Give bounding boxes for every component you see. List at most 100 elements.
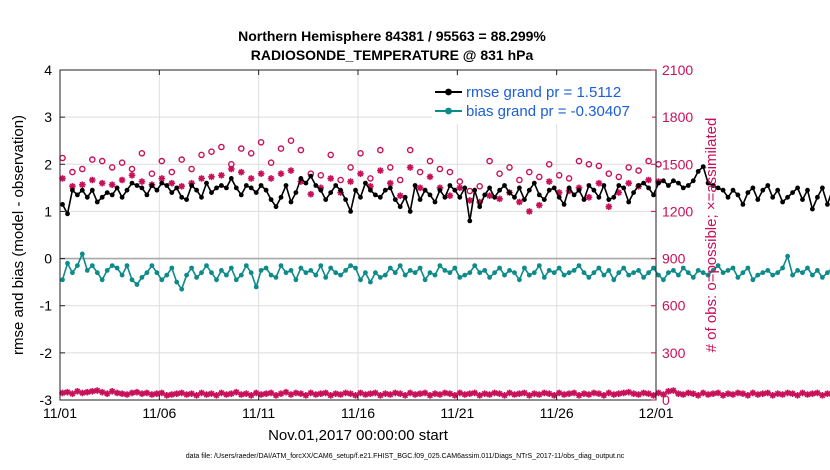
rmse-point [820, 185, 825, 191]
assimilated_low-point [252, 389, 260, 397]
bias-point [263, 265, 269, 271]
rmse-point [541, 197, 547, 203]
bias-point [189, 265, 195, 271]
assimilated_low-point [704, 391, 712, 398]
assimilated_low-point [382, 390, 389, 398]
possible-point [396, 176, 404, 184]
assimilated_low-point [545, 390, 553, 398]
y-axis-label: rmse and bias (model - observation) [10, 115, 27, 355]
bias-point [273, 275, 279, 280]
bias-point [84, 268, 90, 273]
assimilated_low-point [605, 389, 613, 397]
bias-point [422, 277, 428, 283]
rmse-point [382, 187, 388, 193]
bias-point [214, 277, 219, 283]
rmse-point [467, 218, 473, 224]
assimilated_low-point [287, 391, 295, 398]
assimilated_low-point [138, 390, 146, 398]
rmse-point [621, 185, 627, 191]
y-tick-label: 2 [44, 156, 52, 172]
assimilated_low-point [560, 391, 568, 398]
bias-point [482, 268, 488, 273]
assimilated_low-point [431, 390, 439, 398]
assimilated_low-point [421, 389, 429, 397]
bias-point [606, 268, 612, 273]
assimilated-point [168, 179, 176, 187]
rmse-point [139, 185, 145, 191]
bias-point [546, 268, 552, 273]
assimilated_low-point [521, 389, 528, 397]
assimilated_low-point [337, 391, 344, 398]
bias-point [616, 270, 622, 276]
bias-point [526, 272, 532, 278]
possible-point [565, 175, 573, 182]
bias-point [219, 268, 224, 273]
bias-point [735, 275, 741, 280]
rmse-point [343, 197, 348, 203]
possible-point [218, 143, 225, 151]
assimilated_low-point [809, 390, 816, 398]
bias-point [387, 265, 393, 271]
rmse-point [104, 190, 110, 196]
rmse-point [497, 187, 502, 193]
rmse-point [437, 187, 443, 193]
bias-point [477, 270, 483, 276]
bias-point [810, 272, 815, 278]
assimilated_low-point [824, 390, 830, 398]
bias-point [531, 270, 537, 276]
assimilated_low-point [317, 390, 325, 398]
rmse-point [338, 187, 343, 193]
possible-point [357, 149, 364, 157]
possible-point [466, 187, 474, 195]
rmse-point [571, 192, 577, 198]
assimilated_low-point [352, 391, 359, 399]
bias-point [775, 270, 781, 276]
rmse-point [60, 202, 65, 207]
possible-point [89, 156, 96, 163]
assimilated_low-point [749, 389, 757, 397]
legend-rmse-marker [445, 88, 452, 96]
bias-point [348, 263, 353, 268]
assimilated_low-point [118, 390, 126, 398]
bias-point [745, 265, 751, 271]
series-marks [59, 137, 830, 399]
rmse-point [472, 187, 478, 193]
rmse-point [238, 192, 244, 198]
assimilated-point [218, 171, 225, 179]
rmse-point [70, 187, 75, 193]
bias-point [551, 270, 557, 276]
rmse-point [129, 180, 135, 186]
assimilated_low-point [640, 389, 647, 397]
rmse-point [313, 183, 319, 188]
bias-point [452, 265, 458, 271]
assimilated_low-point [168, 391, 176, 398]
assimilated_low-point [456, 389, 464, 397]
assimilated-point [535, 201, 543, 209]
rmse-point [273, 204, 279, 210]
bias-point [671, 268, 676, 273]
bias-point [492, 270, 497, 276]
rmse-point [477, 204, 483, 210]
rmse-point [740, 202, 746, 207]
assimilated_low-point [332, 390, 339, 398]
assimilated_low-point [441, 389, 449, 397]
x-tick-label: 11/06 [142, 405, 176, 421]
bias-point [268, 272, 274, 278]
assimilated-point [516, 198, 523, 206]
bias-point [164, 272, 170, 278]
bias-point [194, 275, 200, 280]
bias-point [576, 263, 582, 268]
possible-point [188, 165, 195, 173]
possible-point [436, 165, 444, 173]
bias-point [89, 263, 95, 268]
x-tick-label: 11/11 [242, 405, 275, 421]
possible-point [496, 170, 503, 177]
bias-point [685, 270, 691, 276]
possible-point [267, 159, 275, 166]
bias-point [134, 282, 140, 287]
assimilated_low-point [550, 391, 558, 399]
possible-point [128, 165, 136, 173]
assimilated_low-point [233, 388, 240, 396]
rmse-point [169, 190, 175, 196]
assimilated_low-point [789, 390, 796, 398]
